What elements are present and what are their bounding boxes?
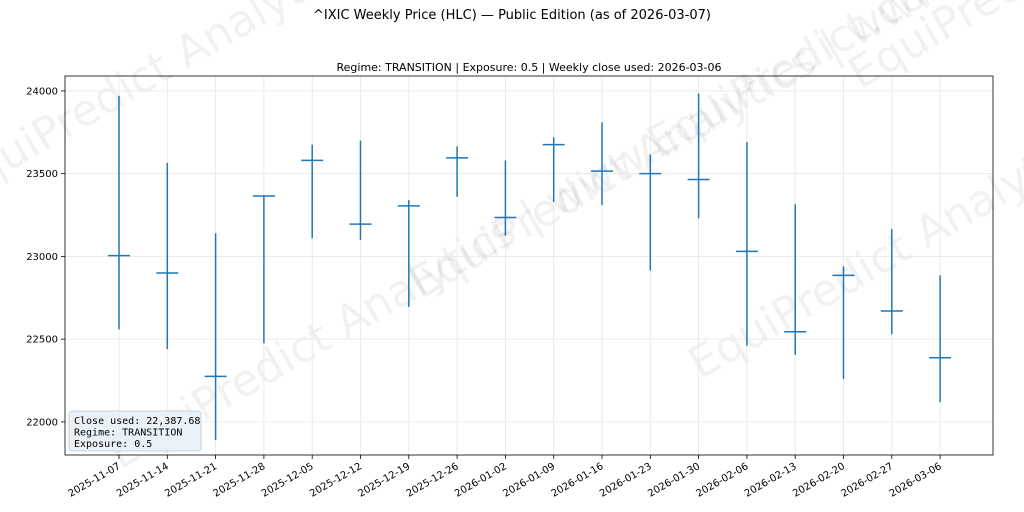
x-tick-label: 2026-02-13 [743,461,799,500]
x-tick-label: 2025-12-26 [405,461,461,500]
x-tick-label: 2025-12-05 [260,461,316,500]
info-box-background [68,410,202,452]
x-tick-label: 2026-01-09 [501,461,557,500]
y-tick-label: 24000 [26,86,58,97]
x-tick-label: 2025-11-07 [67,461,123,500]
x-tick-label: 2026-01-30 [646,461,702,500]
x-tick-label: 2026-02-20 [791,461,847,500]
chart-title: Regime: TRANSITION | Exposure: 0.5 | Wee… [336,61,721,74]
x-tick-label: 2025-11-28 [212,461,268,500]
x-tick-label: 2026-03-06 [888,461,944,500]
x-tick-label: 2026-02-27 [839,461,895,500]
info-box-line: Close used: 22,387.68 [74,416,200,427]
x-tick-label: 2026-01-02 [453,461,509,500]
x-tick-label: 2026-02-06 [695,461,751,500]
info-box-line: Exposure: 0.5 [74,439,152,450]
x-tick-label: 2026-01-16 [550,461,606,500]
y-tick-label: 22500 [26,335,58,346]
x-tick-label: 2025-11-21 [163,461,219,500]
plot-frame [64,75,994,456]
x-tick-label: 2025-12-12 [308,461,364,500]
y-tick-label: 23500 [26,169,58,180]
x-tick-label: 2025-12-19 [356,461,412,500]
figure-title: ^IXIC Weekly Price (HLC) — Public Editio… [312,8,712,23]
hlc-series [108,93,952,441]
y-tick-label: 22000 [26,417,58,428]
info-box-line: Regime: TRANSITION [74,428,182,439]
x-tick-label: 2026-01-23 [598,461,654,500]
y-tick-label: 23000 [26,252,58,263]
